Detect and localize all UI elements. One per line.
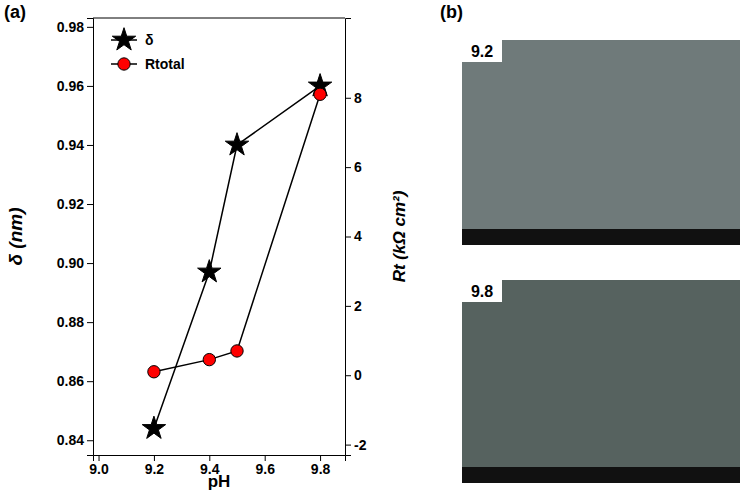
y2ticks-tick: 2: [345, 298, 362, 314]
yticks-tick-label: 0.84: [57, 432, 84, 448]
label-box: [462, 280, 502, 302]
panel-label: (b): [440, 2, 463, 22]
y2ticks-tick-label: -2: [354, 437, 367, 453]
micrograph-image: [462, 280, 740, 483]
yticks-tick: 0.92: [57, 196, 93, 212]
marker: [148, 366, 160, 378]
yticks-tick-label: 0.98: [57, 19, 84, 35]
xticks-tick: 9.2: [145, 455, 165, 477]
marker: [314, 88, 326, 100]
xticks-tick-label: 9.8: [311, 461, 331, 477]
yticks-tick-mark: [87, 263, 93, 264]
legend-item: δ: [111, 28, 154, 50]
legend-symbol: [112, 28, 135, 50]
marker: [198, 260, 221, 282]
y2ticks-axis-line: [346, 19, 352, 456]
legend-label: δ: [145, 32, 154, 48]
plot-frame: [93, 18, 345, 19]
micrograph-label: 9.8: [471, 283, 493, 300]
y2ticks-tick-label: 6: [354, 159, 362, 175]
yticks-tick-label: 0.92: [57, 196, 84, 212]
legend-label: Rtotal: [145, 56, 185, 72]
y2ticks-tick-mark: [345, 237, 351, 238]
yticks-tick-mark: [87, 322, 93, 323]
micrograph-image: [462, 40, 740, 245]
marker: [225, 133, 248, 155]
yticks-axis-line: [87, 19, 94, 456]
y2ticks-tick-label: 4: [354, 228, 362, 244]
label-box: [462, 40, 502, 62]
xticks-tick-label: 9.2: [145, 461, 165, 477]
xticks-tick: 9.6: [255, 455, 275, 477]
y2ticks-tick-mark: [345, 167, 351, 168]
y2-axis-title: Rt (kΩ cm²): [390, 190, 409, 282]
marker: [203, 353, 215, 365]
yticks-tick: 0.94: [57, 137, 93, 153]
marker: [142, 416, 165, 438]
y2ticks-tick-mark: [345, 375, 351, 376]
info-bar: [462, 229, 740, 245]
yticks-tick: 0.98: [57, 19, 93, 35]
yticks-tick-mark: [87, 381, 93, 382]
y2ticks-axis: -2 0 2 4 6 8: [345, 19, 367, 456]
marker: [231, 345, 243, 357]
info-bar: [462, 467, 740, 483]
yticks-tick: 0.96: [57, 78, 93, 94]
y2ticks-tick-mark: [345, 445, 351, 446]
yticks-tick: 0.84: [57, 432, 93, 448]
y2ticks-tick: 0: [345, 367, 362, 383]
yticks-tick-label: 0.90: [57, 255, 84, 271]
yticks-tick-mark: [87, 86, 93, 87]
yticks-tick-label: 0.96: [57, 78, 84, 94]
y2ticks-tick: 6: [345, 159, 362, 175]
legend-item: Rtotal: [111, 56, 185, 72]
yticks-tick-mark: [87, 145, 93, 146]
y2ticks-tick: -2: [345, 437, 367, 453]
xticks-tick: 9.0: [89, 455, 109, 477]
figure: 9.09.29.49.69.80.840.860.880.900.920.940…: [0, 0, 742, 493]
y2ticks-tick-mark: [345, 306, 351, 307]
micrograph: 9.8: [462, 280, 740, 483]
series-line: [154, 86, 320, 429]
micrograph-label: 9.2: [471, 43, 493, 60]
legend: δ Rtotal: [111, 28, 185, 72]
yticks-tick-label: 0.88: [57, 314, 84, 330]
y2ticks-tick-mark: [345, 98, 351, 99]
xticks-tick-label: 9.6: [255, 461, 275, 477]
x-axis-title: pH: [208, 472, 231, 491]
y2ticks-tick-label: 0: [354, 367, 362, 383]
xticks-tick: 9.8: [311, 455, 331, 477]
yticks-tick-label: 0.94: [57, 137, 84, 153]
y2ticks-tick: 4: [345, 228, 362, 244]
y2ticks-tick: 8: [345, 90, 362, 106]
xticks-tick-label: 9.0: [89, 461, 109, 477]
legend-symbol: [118, 58, 130, 70]
yticks-tick-label: 0.86: [57, 373, 84, 389]
y-axis-title: δ (nm): [5, 207, 26, 265]
yticks-axis: 0.84 0.86 0.88 0.90 0.92 0.94 0.96 0.98: [57, 19, 94, 456]
plot-area: [142, 74, 332, 439]
series-line: [154, 94, 320, 371]
micrograph: 9.2: [462, 40, 740, 245]
yticks-tick: 0.88: [57, 314, 93, 330]
y2ticks-tick-label: 2: [354, 298, 362, 314]
panel-label: (a): [4, 2, 26, 22]
yticks-tick-mark: [87, 27, 93, 28]
yticks-tick-mark: [87, 440, 93, 441]
yticks-tick-mark: [87, 204, 93, 205]
y2ticks-tick-label: 8: [354, 90, 362, 106]
yticks-tick: 0.90: [57, 255, 93, 271]
yticks-tick: 0.86: [57, 373, 93, 389]
